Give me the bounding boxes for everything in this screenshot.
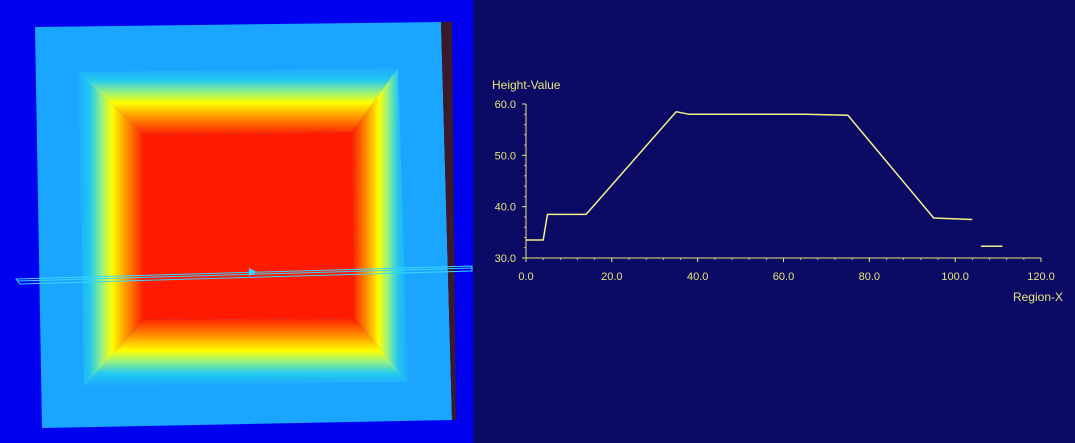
height-map-view[interactable] [0,0,473,443]
x-tick-label: 100.0 [941,271,969,283]
y-tick-label: 40.0 [495,202,516,214]
scan-line[interactable] [14,265,473,285]
x-tick-label: 0.0 [518,271,533,283]
slope-right [352,68,408,382]
height-map-canvas[interactable] [0,0,473,443]
y-tick-label: 50.0 [495,150,516,162]
x-tick-label: 60.0 [773,271,794,283]
profile-chart: 0.0 20.0 40.0 60.0 80.0 100.0 120.0 30.0 40.0 50.… [473,0,1075,443]
x-tick-label: 20.0 [601,271,622,283]
slope-top [78,68,398,135]
slope-left [78,72,144,386]
profile-series-line [526,110,973,241]
x-tick-label: 120.0 [1027,271,1055,283]
triangle-marker-icon[interactable] [249,268,257,276]
y-tick-label: 60.0 [495,99,516,111]
slope-bottom [84,318,408,386]
x-axis-title: Region-X [1013,290,1063,304]
y-tick-label: 30.0 [495,253,516,265]
x-tick-label: 80.0 [859,271,880,283]
surface-edge-right [441,22,456,420]
x-tick-label: 40.0 [687,271,708,283]
profile-chart-svg: 0.0 20.0 40.0 60.0 80.0 100.0 120.0 30.0 40.0 50.… [492,78,1063,304]
profile-chart-panel: 0.0 20.0 40.0 60.0 80.0 100.0 120.0 30.0 40.0 50.… [473,0,1075,443]
y-axis-title: Height-Value [492,78,561,92]
plateau-top [144,132,355,320]
